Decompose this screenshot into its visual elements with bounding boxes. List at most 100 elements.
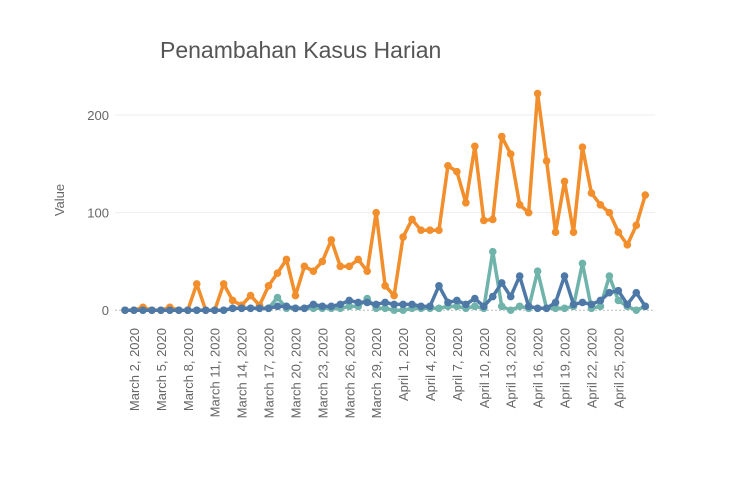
x-tick-label: March 8, 2020 (181, 328, 196, 411)
point (264, 282, 273, 290)
point (354, 255, 363, 264)
point (453, 296, 461, 305)
point (192, 280, 201, 288)
point (488, 215, 497, 224)
point (560, 272, 569, 280)
point (417, 226, 425, 234)
point (569, 228, 578, 236)
point (641, 302, 650, 311)
point (417, 302, 425, 311)
point (578, 259, 587, 268)
point (471, 302, 479, 311)
series (121, 272, 650, 315)
point (399, 306, 407, 315)
chart-title: Penambahan Kasus Harian (160, 37, 441, 63)
series (121, 89, 650, 315)
x-tick-label: March 23, 2020 (315, 328, 330, 418)
point (345, 296, 354, 305)
point (399, 233, 407, 241)
point (542, 304, 551, 313)
point (381, 304, 389, 313)
point (273, 293, 282, 302)
point (228, 304, 237, 313)
point (641, 191, 650, 199)
point (399, 300, 407, 309)
point (524, 208, 533, 217)
point (578, 298, 587, 307)
point (560, 304, 569, 313)
point (542, 157, 551, 165)
point (255, 304, 264, 313)
point (201, 306, 210, 315)
point (363, 298, 371, 307)
x-tick-label: March 26, 2020 (342, 328, 357, 418)
point (632, 288, 641, 297)
y-tick-label: 200 (87, 108, 109, 123)
point (345, 262, 354, 271)
point (435, 226, 443, 234)
point (560, 177, 569, 186)
point (605, 288, 614, 297)
point (462, 300, 470, 309)
point (551, 298, 560, 307)
point (237, 304, 246, 313)
point (426, 302, 434, 311)
point (614, 286, 623, 295)
point (578, 143, 587, 152)
point (219, 306, 228, 315)
point (515, 272, 524, 280)
point (219, 280, 228, 288)
point (551, 304, 560, 313)
point (130, 306, 138, 315)
point (488, 247, 497, 256)
point (587, 189, 596, 197)
point (515, 302, 524, 311)
point (524, 302, 533, 311)
point (246, 304, 255, 313)
point (569, 300, 578, 309)
point (497, 279, 506, 287)
point (183, 306, 192, 315)
x-tick-label: April 10, 2020 (477, 328, 492, 408)
point (632, 221, 641, 230)
y-tick-label: 0 (102, 303, 109, 318)
point (246, 291, 255, 300)
point (309, 267, 318, 275)
point (327, 302, 336, 311)
point (273, 302, 282, 311)
x-tick-label: April 25, 2020 (611, 328, 626, 408)
point (300, 304, 309, 313)
point (372, 300, 380, 309)
point (354, 298, 363, 307)
point (623, 241, 632, 249)
point (488, 292, 497, 301)
point (264, 304, 273, 313)
point (318, 302, 327, 311)
point (210, 306, 219, 315)
x-tick-label: March 14, 2020 (235, 328, 250, 418)
x-tick-label: March 2, 2020 (127, 328, 142, 411)
point (381, 298, 389, 307)
point (148, 306, 156, 315)
point (139, 306, 147, 315)
x-tick-label: March 11, 2020 (208, 328, 223, 417)
point (426, 226, 434, 234)
point (497, 302, 506, 311)
point (596, 296, 605, 305)
point (291, 291, 300, 300)
x-tick-label: April 7, 2020 (450, 328, 465, 401)
point (166, 306, 174, 315)
point (471, 294, 479, 303)
x-tick-label: April 13, 2020 (504, 328, 519, 408)
point (381, 282, 389, 290)
point (282, 255, 291, 264)
point (632, 306, 641, 315)
point (533, 267, 542, 275)
point (623, 300, 632, 309)
point (596, 201, 605, 209)
point (336, 262, 345, 271)
point (453, 302, 461, 311)
point (318, 257, 327, 266)
point (587, 300, 596, 309)
point (480, 216, 488, 225)
